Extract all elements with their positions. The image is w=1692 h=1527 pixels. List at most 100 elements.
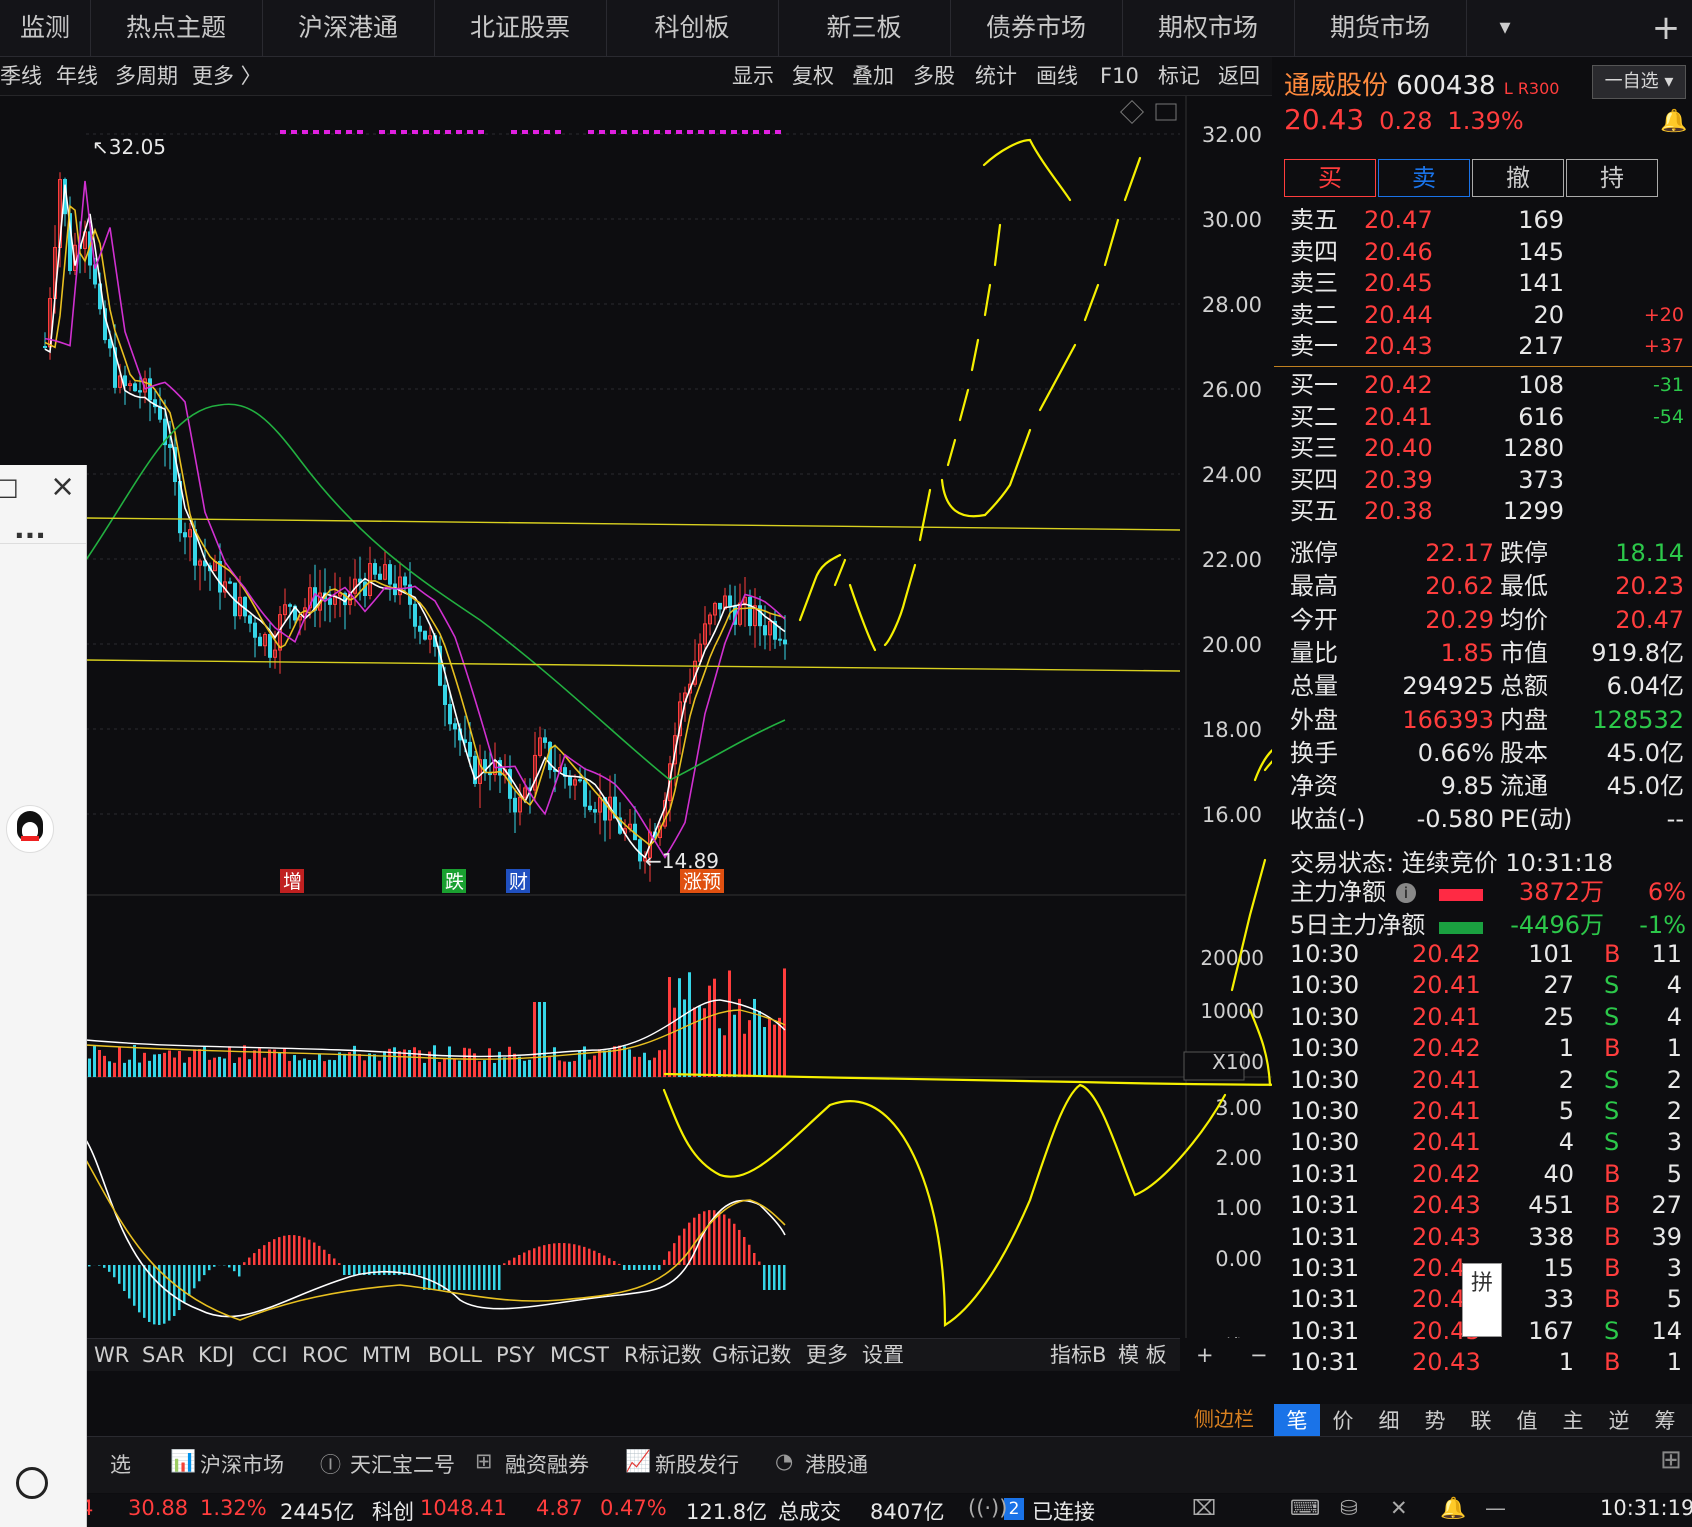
- sidebar-toggle[interactable]: 侧边栏: [1194, 1407, 1254, 1431]
- toolbar-right-6[interactable]: F10: [1100, 64, 1139, 88]
- pin-button[interactable]: 拼: [1462, 1263, 1502, 1337]
- more-icon[interactable]: ···: [14, 519, 46, 552]
- event-tag[interactable]: 增: [283, 871, 302, 893]
- info-icon[interactable]: i: [1396, 883, 1416, 903]
- trade-button-0[interactable]: 买: [1284, 159, 1376, 197]
- detail-tab-8[interactable]: 筹: [1654, 1409, 1676, 1433]
- clock-icon[interactable]: [16, 1467, 48, 1499]
- indicator-right-0[interactable]: 指标B: [1050, 1343, 1107, 1367]
- nav-tab-8[interactable]: 期货市场: [1294, 0, 1467, 56]
- indicator-tab-11[interactable]: 更多: [806, 1343, 848, 1367]
- bottom-nav-4[interactable]: 新股发行: [655, 1453, 739, 1477]
- bottom-nav-5[interactable]: 港股通: [805, 1453, 868, 1477]
- detail-tab-4[interactable]: 联: [1470, 1409, 1492, 1433]
- stat-label: 今开: [1290, 605, 1338, 634]
- bottom-nav-2[interactable]: 天汇宝二号: [350, 1453, 455, 1477]
- toolbar-right-5[interactable]: 画线: [1036, 64, 1078, 88]
- toolbar-right-4[interactable]: 统计: [975, 64, 1017, 88]
- close-icon[interactable]: ×: [50, 469, 76, 504]
- panel-toggle-icon[interactable]: [1155, 103, 1177, 121]
- macd-bar: [363, 1265, 366, 1275]
- status-kcv: 1048.41: [420, 1496, 507, 1520]
- indicator-tab-8[interactable]: MCST: [550, 1343, 609, 1367]
- qq-penguin-icon[interactable]: [6, 805, 54, 853]
- volume-bar: [668, 977, 671, 1077]
- nav-tab-5[interactable]: 新三板: [778, 0, 951, 56]
- detail-tab-2[interactable]: 细: [1378, 1409, 1400, 1433]
- toolbar-right-7[interactable]: 标记: [1158, 64, 1200, 88]
- detail-tab-0[interactable]: 笔: [1274, 1404, 1320, 1438]
- event-tag[interactable]: 财: [509, 871, 528, 893]
- indicator-tab-9[interactable]: R标记数: [624, 1343, 702, 1367]
- status-v3: 1.32%: [200, 1496, 267, 1520]
- toolbar-left-0[interactable]: 季线: [0, 64, 42, 88]
- nav-tab-2[interactable]: 沪深港通: [262, 0, 435, 56]
- add-panel-icon[interactable]: ⊞: [1660, 1445, 1682, 1475]
- notification-icon[interactable]: 🔔: [1440, 1496, 1467, 1520]
- nav-tab-3[interactable]: 北证股票: [434, 0, 607, 56]
- indicator-tab-2[interactable]: KDJ: [198, 1343, 235, 1367]
- detail-tab-1[interactable]: 价: [1332, 1409, 1354, 1433]
- volume-bar: [548, 1055, 551, 1077]
- toolbar-left-3[interactable]: 更多 〉: [192, 64, 262, 88]
- nav-tab-4[interactable]: 科创板: [606, 0, 779, 56]
- kline-chart[interactable]: 32.0030.0028.0026.0024.0022.0020.0018.00…: [0, 96, 1272, 1338]
- add-tab-icon[interactable]: +: [1651, 8, 1681, 48]
- indicator-tab-10[interactable]: G标记数: [712, 1343, 792, 1367]
- indicator-tab-3[interactable]: CCI: [252, 1343, 288, 1367]
- toolbar-right-8[interactable]: 返回: [1218, 64, 1260, 88]
- trade-button-2[interactable]: 撤: [1472, 159, 1564, 197]
- indicator-tab-12[interactable]: 设置: [862, 1343, 904, 1367]
- indicator-tab-6[interactable]: BOLL: [428, 1343, 482, 1367]
- screen-icon[interactable]: ⌧: [1192, 1496, 1217, 1520]
- indicator-tab-4[interactable]: ROC: [302, 1343, 348, 1367]
- toolbar-right-3[interactable]: 多股: [913, 64, 955, 88]
- nav-tab-6[interactable]: 债券市场: [950, 0, 1123, 56]
- indicator-tab-1[interactable]: SAR: [142, 1343, 185, 1367]
- indicator-right-3[interactable]: −: [1250, 1343, 1268, 1367]
- detail-tab-7[interactable]: 逆: [1608, 1409, 1630, 1433]
- tick-price: 20.43: [1412, 1222, 1481, 1251]
- toolbar-right-1[interactable]: 复权: [792, 64, 834, 88]
- volume-bar: [213, 1057, 216, 1077]
- indicator-tab-7[interactable]: PSY: [496, 1343, 535, 1367]
- indicator-right-2[interactable]: +: [1196, 1343, 1214, 1367]
- trade-button-1[interactable]: 卖: [1378, 159, 1470, 197]
- nav-tab-1[interactable]: 热点主题: [90, 0, 263, 56]
- event-tag[interactable]: 涨预: [683, 871, 721, 893]
- toolbar-left-2[interactable]: 多周期: [115, 64, 178, 88]
- volume-bar: [218, 1056, 221, 1077]
- bell-icon[interactable]: 🔔: [1660, 109, 1688, 134]
- storage-icon[interactable]: ⛁: [1340, 1496, 1358, 1520]
- event-tag[interactable]: 跌: [445, 871, 464, 893]
- indicator-tab-5[interactable]: MTM: [362, 1343, 412, 1367]
- candle-body: [308, 587, 312, 609]
- tools-icon[interactable]: ✕: [1390, 1496, 1408, 1520]
- add-favorite-button[interactable]: 一自选 ▾: [1592, 65, 1686, 99]
- macd-bar: [388, 1265, 391, 1275]
- detail-tab-3[interactable]: 势: [1424, 1409, 1446, 1433]
- bottom-nav-3[interactable]: 融资融券: [505, 1453, 589, 1477]
- toolbar-right-0[interactable]: 显示: [732, 64, 774, 88]
- trade-button-3[interactable]: 持: [1566, 159, 1658, 197]
- detail-tab-5[interactable]: 值: [1516, 1409, 1538, 1433]
- bottom-nav-1[interactable]: 沪深市场: [200, 1453, 284, 1477]
- nav-more-icon[interactable]: ▾: [1499, 15, 1511, 40]
- volume-bar: [568, 1061, 571, 1077]
- nav-tab-0[interactable]: 监测: [0, 0, 91, 56]
- macd-bar: [473, 1265, 476, 1290]
- indicator-tab-0[interactable]: WR: [94, 1343, 130, 1367]
- nav-tab-7[interactable]: 期权市场: [1122, 0, 1295, 56]
- resistance-line: [85, 517, 1181, 531]
- volume-bar: [388, 1048, 391, 1077]
- keyboard-icon[interactable]: ⌨: [1290, 1496, 1321, 1520]
- indicator-right-1[interactable]: 模 板: [1118, 1343, 1167, 1367]
- toolbar-right-2[interactable]: 叠加: [852, 64, 894, 88]
- period-label[interactable]: 日线: [1202, 1336, 1244, 1338]
- bottom-nav-0[interactable]: 选: [110, 1453, 131, 1477]
- detail-tab-6[interactable]: 主: [1562, 1409, 1584, 1433]
- diamond-icon[interactable]: [1119, 99, 1145, 125]
- toolbar-left-1[interactable]: 年线: [56, 64, 98, 88]
- minimize-icon[interactable]: □: [0, 473, 19, 501]
- volume-bar: [713, 978, 716, 1077]
